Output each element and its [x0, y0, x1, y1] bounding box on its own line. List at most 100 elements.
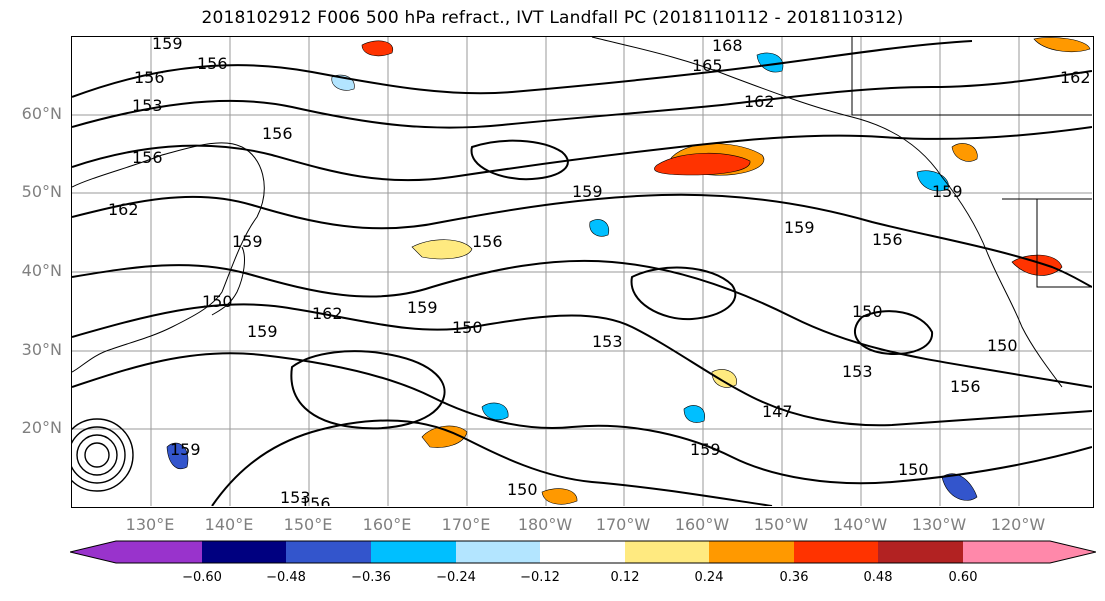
fill-region: [941, 473, 978, 501]
contour-label: 153: [592, 332, 623, 351]
fill-region: [481, 402, 509, 420]
colorbar-outline: [70, 540, 1096, 564]
contour-label: 153: [132, 96, 163, 115]
lon-label-180w: 180°W: [517, 515, 573, 534]
colorbar-swatch: [625, 541, 709, 563]
fill-region: [541, 488, 578, 505]
contour-label: 156: [472, 232, 503, 251]
contour-label: 150: [987, 336, 1018, 355]
colorbar-tick-label: −0.24: [436, 570, 476, 585]
contour-label: 159: [232, 232, 263, 251]
contour-label: 159: [152, 37, 183, 53]
colorbar-tick-label: 0.48: [863, 570, 893, 585]
lon-label-140w: 140°W: [832, 515, 888, 534]
contour-label: 156: [134, 68, 165, 87]
lon-label-120w: 120°W: [990, 515, 1046, 534]
colorbar-swatch: [878, 541, 963, 563]
fill-region: [589, 219, 610, 237]
map-panel: 159 156 153 156 156 162 159 156 162 159 …: [71, 36, 1094, 508]
contour-label: 156: [197, 54, 228, 73]
contour-label: 150: [852, 302, 883, 321]
lon-label-170e: 170°E: [441, 515, 491, 534]
lat-label-40n: 40°N: [21, 261, 62, 280]
contour-line: [290, 350, 446, 430]
lon-label-160e: 160°E: [362, 515, 412, 534]
lat-label-30n: 30°N: [21, 340, 62, 359]
fill-region: [421, 425, 468, 448]
lon-label-160w: 160°W: [674, 515, 730, 534]
lon-label-150w: 150°W: [753, 515, 809, 534]
contour-label: 159: [690, 440, 721, 459]
colorbar-tick-label: 0.36: [779, 570, 809, 585]
contour-line: [72, 193, 1092, 288]
map-title: 2018102912 F006 500 hPa refract., IVT La…: [201, 8, 904, 28]
contour-label: 159: [247, 322, 278, 341]
contour-label: 159: [572, 182, 603, 201]
coastline-asia: [72, 142, 265, 373]
colorbar-tick-label: −0.60: [182, 570, 222, 585]
lon-label-130e: 130°E: [125, 515, 175, 534]
contour-line: [72, 259, 1092, 388]
contour-label: 150: [202, 292, 233, 311]
colorbar-swatch: [963, 541, 1096, 563]
contour-line: [72, 40, 973, 98]
contour-line: [853, 310, 934, 355]
contour-label: 162: [744, 92, 775, 111]
colorbar-tick-label: 0.12: [610, 570, 640, 585]
lat-label-20n: 20°N: [21, 418, 62, 437]
contour-label: 147: [762, 402, 793, 421]
contour-label: 150: [898, 460, 929, 479]
colorbar-tick-label: −0.12: [520, 570, 560, 585]
contour-label: 156: [300, 494, 331, 506]
fill-region: [711, 369, 737, 388]
colorbar-swatch: [202, 541, 286, 563]
colorbar-swatch: [70, 541, 202, 563]
contour-label: 156: [872, 230, 903, 249]
contour-line: [470, 139, 569, 181]
fill-region: [951, 143, 978, 162]
cyclone-contours: [72, 418, 134, 492]
contour-label: 159: [170, 440, 201, 459]
contour-label: 162: [108, 200, 139, 219]
coastline-japan: [211, 246, 245, 316]
lon-label-130w: 130°W: [911, 515, 967, 534]
colorbar-swatch: [456, 541, 540, 563]
colorbar-tick-label: −0.36: [351, 570, 391, 585]
contour-label: 156: [950, 377, 981, 396]
contour-label: 150: [507, 480, 538, 499]
cyclone-ring: [72, 418, 134, 492]
contour-line: [72, 352, 1092, 485]
contour-label: 156: [132, 148, 163, 167]
lon-label-170w: 170°W: [595, 515, 651, 534]
lon-label-140e: 140°E: [204, 515, 254, 534]
shaded-anomaly-fields: [166, 37, 1091, 505]
lat-label-60n: 60°N: [21, 104, 62, 123]
fill-region: [916, 170, 949, 192]
gridlines: [72, 37, 1092, 506]
lon-label-150e: 150°E: [283, 515, 333, 534]
colorbar-swatches: [70, 541, 1096, 563]
contour-label: 153: [280, 488, 311, 506]
coastline-alaska: [591, 37, 1063, 388]
contour-label: 153: [842, 362, 873, 381]
colorbar-swatch: [540, 541, 625, 563]
fill-region: [411, 239, 473, 260]
contour-label: 159: [407, 298, 438, 317]
colorbar-swatch: [371, 541, 456, 563]
fill-region: [683, 405, 705, 423]
colorbar-swatch: [709, 541, 794, 563]
border-states: [1036, 199, 1092, 288]
lat-label-50n: 50°N: [21, 182, 62, 201]
contour-line: [211, 419, 773, 506]
contour-label: 162: [312, 304, 343, 323]
contour-label: 150: [452, 318, 483, 337]
colorbar-tick-label: 0.60: [948, 570, 978, 585]
contour-label: 165: [692, 56, 723, 75]
colorbar-tick-label: −0.48: [266, 570, 306, 585]
contour-line: [72, 303, 1092, 427]
border-canada: [851, 37, 1092, 116]
contour-label: 159: [784, 218, 815, 237]
cyclone-ring: [84, 442, 110, 468]
coastlines: [72, 37, 1092, 388]
fill-region: [654, 152, 751, 176]
